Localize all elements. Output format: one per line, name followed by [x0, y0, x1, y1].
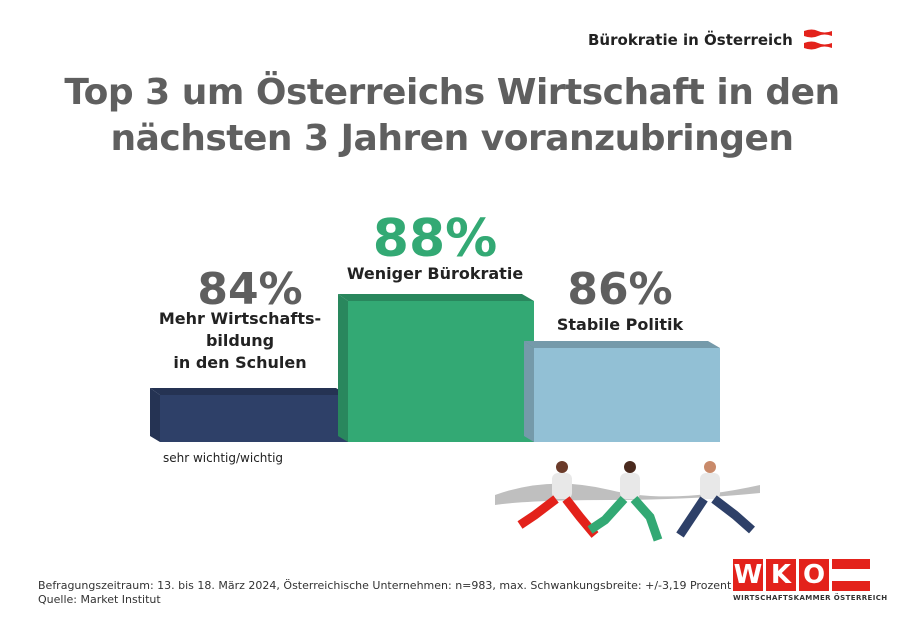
category-label-1-line: Mehr Wirtschafts-	[158, 309, 322, 328]
logo-letter: K	[766, 559, 796, 591]
bar-1	[160, 395, 348, 442]
bar-side	[150, 388, 160, 442]
runner-2	[587, 461, 663, 542]
topic-text: Bürokratie in Österreich	[588, 31, 793, 49]
logo-subtitle: WIRTSCHAFTSKAMMER ÖSTERREICH	[733, 594, 888, 602]
logo-letter: O	[799, 559, 829, 591]
value-label-3: 86%	[567, 264, 673, 315]
category-label-3: Stabile Politik	[556, 315, 684, 334]
wko-logo: W K O WIRTSCHAFTSKAMMER ÖSTERREICH	[733, 559, 887, 605]
title-line-2: nächsten 3 Jahren voranzubringen	[110, 118, 794, 159]
title-line-1: Top 3 um Österreichs Wirtschaft in den	[64, 72, 840, 113]
value-label-1: 84%	[197, 264, 303, 315]
bar-top	[524, 341, 720, 348]
austria-flag-icon	[804, 29, 832, 50]
category-label-1-line: in den Schulen	[173, 353, 307, 372]
bar-side	[338, 294, 348, 442]
page-title: Top 3 um Österreichs Wirtschaft in den n…	[0, 70, 904, 162]
value-label-2: 88%	[372, 209, 498, 269]
bar-3	[534, 348, 720, 442]
topic-header: Bürokratie in Österreich	[588, 28, 834, 50]
logo-letter: W	[733, 559, 763, 591]
runners-illustration	[495, 461, 760, 542]
survey-info: Befragungszeitraum: 13. bis 18. März 202…	[38, 579, 732, 592]
bar-top	[150, 388, 348, 395]
runner-3	[676, 461, 755, 538]
category-label-2: Weniger Bürokratie	[346, 264, 524, 283]
chart-note: sehr wichtig/wichtig	[163, 451, 284, 465]
bar-side	[524, 341, 534, 442]
category-label-1-line: bildung	[205, 331, 275, 350]
bar-2	[348, 301, 534, 442]
category-label-1: Mehr Wirtschafts- bildung in den Schulen	[140, 308, 340, 374]
bar-top	[338, 294, 534, 301]
footer: Befragungszeitraum: 13. bis 18. März 202…	[38, 579, 731, 607]
source-info: Quelle: Market Institut	[38, 593, 161, 606]
